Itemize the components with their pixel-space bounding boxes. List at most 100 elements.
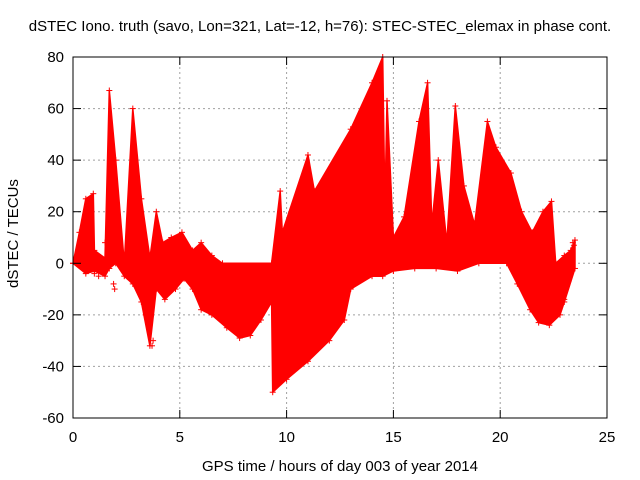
data-point-upper bbox=[304, 151, 311, 158]
data-point-upper bbox=[552, 260, 559, 267]
data-point-upper bbox=[138, 195, 145, 202]
data-point-upper bbox=[76, 229, 83, 236]
x-tick-label: 25 bbox=[599, 429, 616, 446]
data-point-lower bbox=[390, 268, 397, 275]
data-point-lower bbox=[503, 260, 510, 267]
data-point-upper bbox=[390, 234, 397, 241]
data-point-upper bbox=[492, 144, 499, 151]
data-point-lower bbox=[269, 389, 276, 396]
x-tick-label: 0 bbox=[69, 429, 77, 446]
data-point-lower bbox=[161, 296, 168, 303]
data-point-upper bbox=[484, 118, 491, 125]
plot-frame bbox=[72, 56, 608, 419]
data-point-lower bbox=[112, 260, 119, 267]
data-point-lower bbox=[433, 265, 440, 272]
data-point-lower bbox=[106, 265, 113, 272]
data-point-upper bbox=[90, 190, 97, 197]
data-point-upper bbox=[129, 105, 136, 112]
x-tick-label: 10 bbox=[278, 429, 295, 446]
data-point-lower bbox=[283, 376, 290, 383]
data-point-lower bbox=[535, 319, 542, 326]
data-point-upper bbox=[471, 221, 478, 228]
data-point-upper bbox=[347, 126, 354, 133]
data-point-lower bbox=[304, 358, 311, 365]
data-point-lower bbox=[257, 317, 264, 324]
data-point-lower bbox=[121, 273, 128, 280]
data-point-upper bbox=[518, 208, 525, 215]
y-tick-label: -20 bbox=[42, 307, 64, 324]
x-tick-label: 5 bbox=[176, 429, 184, 446]
data-point-lower bbox=[102, 273, 109, 280]
data-point-lower bbox=[172, 286, 179, 293]
data-point-upper bbox=[279, 229, 286, 236]
data-point-upper bbox=[198, 239, 205, 246]
data-point-lower bbox=[223, 324, 230, 331]
data-point-upper bbox=[268, 260, 275, 267]
data-point-outlier bbox=[142, 311, 149, 318]
axis-ticks: 0 5 10 15 20 25 -60 -40 -20 0 20 40 60 80 bbox=[42, 49, 615, 446]
y-tick-label: 60 bbox=[47, 101, 64, 118]
y-tick-label: 80 bbox=[47, 49, 64, 66]
data-point-lower bbox=[153, 286, 160, 293]
data-point-upper bbox=[539, 208, 546, 215]
data-point-upper bbox=[168, 234, 175, 241]
data-point-outlier bbox=[150, 337, 157, 344]
data-point-upper bbox=[529, 229, 536, 236]
y-tick-label: 0 bbox=[56, 255, 64, 272]
x-tick-label: 20 bbox=[492, 429, 509, 446]
x-axis-label: GPS time / hours of day 003 of year 2014 bbox=[202, 458, 478, 475]
data-point-lower bbox=[571, 265, 578, 272]
data-point-outlier bbox=[111, 286, 118, 293]
data-point-upper bbox=[567, 247, 574, 254]
data-point-lower bbox=[411, 265, 418, 272]
data-point-upper bbox=[460, 182, 467, 189]
data-point-lower bbox=[268, 298, 275, 305]
data-point-upper bbox=[153, 208, 160, 215]
data-point-lower bbox=[236, 335, 243, 342]
data-point-upper bbox=[159, 239, 166, 246]
data-point-upper bbox=[189, 247, 196, 254]
data-point-lower bbox=[181, 275, 188, 282]
data-point-upper bbox=[548, 198, 555, 205]
data-point-outlier bbox=[149, 342, 156, 349]
data-point-lower bbox=[347, 286, 354, 293]
series-area bbox=[72, 56, 576, 393]
data-point-lower bbox=[341, 317, 348, 324]
data-point-upper bbox=[424, 79, 431, 86]
data-point-upper bbox=[401, 213, 408, 220]
data-point-upper bbox=[121, 260, 128, 267]
data-series bbox=[70, 54, 578, 396]
data-point-lower bbox=[379, 273, 386, 280]
data-point-upper bbox=[443, 239, 450, 246]
data-point-upper bbox=[178, 229, 185, 236]
data-point-upper bbox=[219, 260, 226, 267]
data-point-lower bbox=[475, 260, 482, 267]
y-tick-label: -60 bbox=[42, 410, 64, 427]
data-point-upper bbox=[383, 97, 390, 104]
data-point-lower bbox=[189, 286, 196, 293]
data-point-lower bbox=[546, 322, 553, 329]
data-point-upper bbox=[452, 102, 459, 109]
data-point-lower bbox=[82, 270, 89, 277]
data-point-upper bbox=[146, 255, 153, 262]
data-point-upper bbox=[82, 195, 89, 202]
data-point-outlier bbox=[110, 280, 117, 287]
chart-title: dSTEC Iono. truth (savo, Lon=321, Lat=-1… bbox=[28, 18, 612, 35]
y-tick-label: 40 bbox=[47, 152, 64, 169]
data-point-lower bbox=[527, 306, 534, 313]
data-point-upper bbox=[277, 188, 284, 195]
data-point-lower bbox=[454, 268, 461, 275]
data-point-upper bbox=[507, 170, 514, 177]
data-point-outlier bbox=[95, 273, 102, 280]
data-point-lower bbox=[326, 337, 333, 344]
data-point-outlier bbox=[103, 255, 110, 262]
data-point-upper bbox=[561, 252, 568, 259]
data-point-upper bbox=[428, 221, 435, 228]
data-point-lower bbox=[557, 311, 564, 318]
data-point-outlier bbox=[91, 270, 98, 277]
data-point-upper bbox=[112, 157, 119, 164]
data-point-upper bbox=[381, 203, 388, 210]
x-tick-label: 15 bbox=[385, 429, 402, 446]
data-point-lower bbox=[138, 298, 145, 305]
